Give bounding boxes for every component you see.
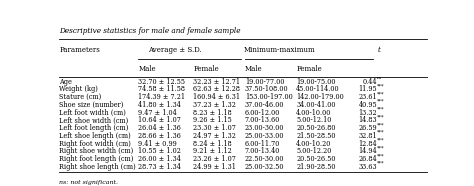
Text: 20.50-26.80: 20.50-26.80 (296, 124, 336, 132)
Text: 22.50-30.00: 22.50-30.00 (245, 155, 284, 163)
Text: 12.84: 12.84 (358, 140, 377, 148)
Text: Weight (kg): Weight (kg) (59, 86, 98, 94)
Text: ***: *** (377, 130, 384, 135)
Text: 8.23 ± 1.18: 8.23 ± 1.18 (193, 109, 232, 117)
Text: Male: Male (138, 65, 156, 73)
Text: 142.00-179.00: 142.00-179.00 (296, 93, 344, 101)
Text: ***: *** (377, 137, 384, 142)
Text: 25.00-32.50: 25.00-32.50 (245, 163, 284, 171)
Text: Male: Male (245, 65, 263, 73)
Text: Descriptive statistics for male and female sample: Descriptive statistics for male and fema… (59, 27, 241, 35)
Text: 24.97 ± 1.32: 24.97 ± 1.32 (193, 132, 236, 140)
Text: 9.47 ± 1.04: 9.47 ± 1.04 (138, 109, 177, 117)
Text: 6.00-12.00: 6.00-12.00 (245, 109, 280, 117)
Text: ns: ns (377, 76, 382, 80)
Text: Age: Age (59, 78, 72, 86)
Text: 32.70 ± 12.55: 32.70 ± 12.55 (138, 78, 185, 86)
Text: 24.99 ± 1.31: 24.99 ± 1.31 (193, 163, 236, 171)
Text: 28.66 ± 1.36: 28.66 ± 1.36 (138, 132, 181, 140)
Text: Right foot length (cm): Right foot length (cm) (59, 155, 134, 163)
Text: 174.39 ± 7.21: 174.39 ± 7.21 (138, 93, 185, 101)
Text: 21.50-28.50: 21.50-28.50 (296, 132, 336, 140)
Text: 23.00-30.00: 23.00-30.00 (245, 124, 284, 132)
Text: 23.30 ± 1.07: 23.30 ± 1.07 (193, 124, 236, 132)
Text: 7.00-13.60: 7.00-13.60 (245, 116, 280, 124)
Text: 28.73 ± 1.34: 28.73 ± 1.34 (138, 163, 181, 171)
Text: 19.00-75.00: 19.00-75.00 (296, 78, 336, 86)
Text: Stature (cm): Stature (cm) (59, 93, 101, 101)
Text: Parameters: Parameters (59, 46, 100, 54)
Text: Left foot length (cm): Left foot length (cm) (59, 124, 128, 132)
Text: ***: *** (377, 99, 384, 104)
Text: ***: *** (377, 91, 384, 96)
Text: 62.63 ± 12.28: 62.63 ± 12.28 (193, 86, 240, 94)
Text: 9.21 ± 1.12: 9.21 ± 1.12 (193, 147, 232, 155)
Text: Minimum-maximum: Minimum-maximum (244, 46, 316, 54)
Text: 37.50-108.00: 37.50-108.00 (245, 86, 288, 94)
Text: 23.61: 23.61 (358, 93, 377, 101)
Text: 5.00-12.10: 5.00-12.10 (296, 116, 332, 124)
Text: 25.00-33.00: 25.00-33.00 (245, 132, 284, 140)
Text: Female: Female (296, 65, 322, 73)
Text: ***: *** (377, 145, 384, 150)
Text: ***: *** (377, 161, 384, 166)
Text: 23.26 ± 1.07: 23.26 ± 1.07 (193, 155, 236, 163)
Text: 9.26 ± 1.15: 9.26 ± 1.15 (193, 116, 232, 124)
Text: 33.63: 33.63 (358, 163, 377, 171)
Text: 20.50-26.50: 20.50-26.50 (296, 155, 336, 163)
Text: 19.00-77.00: 19.00-77.00 (245, 78, 284, 86)
Text: Shoe size (number): Shoe size (number) (59, 101, 124, 109)
Text: ***: *** (377, 122, 384, 127)
Text: 160.94 ± 6.31: 160.94 ± 6.31 (193, 93, 240, 101)
Text: Right shoe width (cm): Right shoe width (cm) (59, 147, 134, 155)
Text: 34.00-41.00: 34.00-41.00 (296, 101, 336, 109)
Text: 37.00-46.00: 37.00-46.00 (245, 101, 284, 109)
Text: 14.94: 14.94 (358, 147, 377, 155)
Text: 4.00-10.20: 4.00-10.20 (296, 140, 332, 148)
Text: 40.95: 40.95 (358, 101, 377, 109)
Text: Average ± S.D.: Average ± S.D. (148, 46, 202, 54)
Text: 32.81: 32.81 (358, 132, 377, 140)
Text: 26.59: 26.59 (358, 124, 377, 132)
Text: 26.84: 26.84 (358, 155, 377, 163)
Text: 32.23 ± 12.71: 32.23 ± 12.71 (193, 78, 240, 86)
Text: 9.41 ± 0.99: 9.41 ± 0.99 (138, 140, 177, 148)
Text: ***: *** (377, 107, 384, 112)
Text: 4.00-10.00: 4.00-10.00 (296, 109, 332, 117)
Text: Left foot width (cm): Left foot width (cm) (59, 109, 126, 117)
Text: Female: Female (193, 65, 219, 73)
Text: 8.24 ± 1.18: 8.24 ± 1.18 (193, 140, 232, 148)
Text: 6.00-11.70: 6.00-11.70 (245, 140, 280, 148)
Text: Left shoe length (cm): Left shoe length (cm) (59, 132, 131, 140)
Text: Left shoe width (cm): Left shoe width (cm) (59, 116, 128, 124)
Text: 74.58 ± 11.58: 74.58 ± 11.58 (138, 86, 185, 94)
Text: 7.00-13.40: 7.00-13.40 (245, 147, 280, 155)
Text: Right foot width (cm): Right foot width (cm) (59, 140, 131, 148)
Text: t: t (377, 46, 380, 54)
Text: 11.95: 11.95 (358, 86, 377, 94)
Text: 37.23 ± 1.32: 37.23 ± 1.32 (193, 101, 236, 109)
Text: 13.32: 13.32 (358, 109, 377, 117)
Text: Right shoe length (cm): Right shoe length (cm) (59, 163, 136, 171)
Text: ***: *** (377, 83, 384, 88)
Text: 26.04 ± 1.36: 26.04 ± 1.36 (138, 124, 181, 132)
Text: 41.80 ± 1.34: 41.80 ± 1.34 (138, 101, 181, 109)
Text: 45.00-114.00: 45.00-114.00 (296, 86, 340, 94)
Text: ***: *** (377, 114, 384, 119)
Text: 0.44: 0.44 (363, 78, 377, 86)
Text: 153.00-197.00: 153.00-197.00 (245, 93, 292, 101)
Text: 5.00-12.20: 5.00-12.20 (296, 147, 332, 155)
Text: 10.64 ± 1.07: 10.64 ± 1.07 (138, 116, 181, 124)
Text: 26.00 ± 1.34: 26.00 ± 1.34 (138, 155, 181, 163)
Text: ***: *** (377, 153, 384, 158)
Text: 10.55 ± 1.02: 10.55 ± 1.02 (138, 147, 181, 155)
Text: ns: not significant.: ns: not significant. (59, 180, 118, 185)
Text: 21.90-28.50: 21.90-28.50 (296, 163, 336, 171)
Text: 14.83: 14.83 (358, 116, 377, 124)
